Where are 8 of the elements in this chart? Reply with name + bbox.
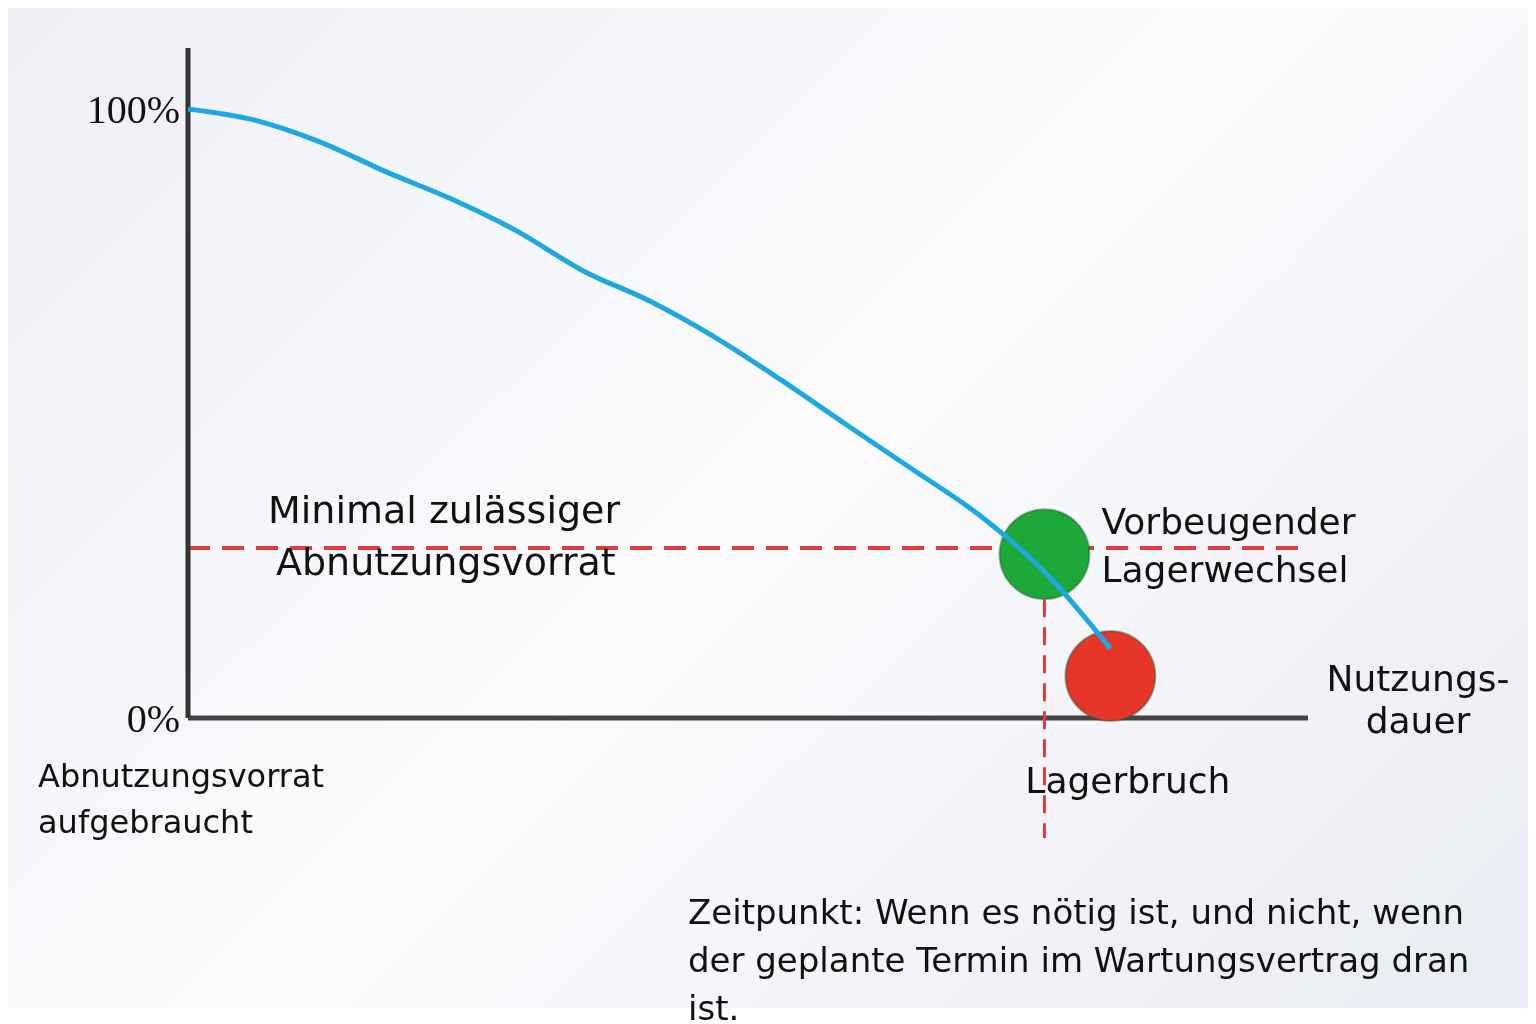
ref-line-label: Minimal zulässiger Abnutzungsvorrat	[268, 488, 621, 585]
text: Zeitpunkt: Wenn es nötig ist, und nicht, wenn der geplante Termin im Wartungsvertrag dran ist.	[688, 891, 1471, 1024]
y-tick-label: 0%	[126, 696, 180, 742]
y-tick-label: 100%	[86, 87, 180, 133]
x-axis-title: Nutzungs-dauer	[1325, 658, 1511, 742]
series-label: Vorbeugender Lagerwechsel	[1101, 501, 1356, 591]
text: Abnutzungsvorrat aufgebraucht	[38, 756, 326, 843]
series-label: Lagerbruch	[1025, 760, 1231, 801]
